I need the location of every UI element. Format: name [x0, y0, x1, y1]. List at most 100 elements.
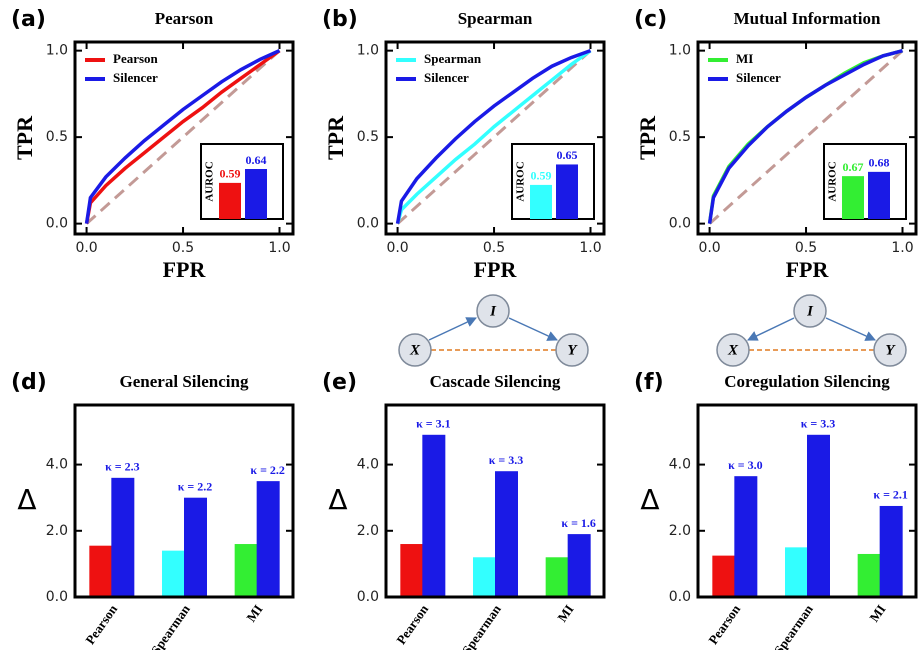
frame: [384, 40, 606, 236]
x-tick-label: 0.0: [698, 240, 720, 256]
legend-label: Silencer: [736, 70, 781, 85]
bar: [712, 555, 736, 597]
diagonal: [708, 49, 904, 225]
inset-value-label: 0.65: [557, 148, 578, 162]
annotation: κ = 2.3: [105, 460, 140, 474]
bar: [89, 545, 113, 597]
annotation: κ = 3.1: [416, 417, 451, 431]
node-label: X: [727, 342, 739, 358]
inset-value-label: 0.64: [246, 153, 267, 167]
node: [716, 333, 750, 367]
legend-label: MI: [736, 51, 753, 66]
diagonal: [85, 49, 281, 225]
inset-y-label: AUROC: [515, 161, 527, 201]
y-tick-label: 2.0: [669, 523, 691, 539]
y-tick-label: 1.0: [669, 43, 691, 59]
inset-y-label: AUROC: [827, 161, 839, 201]
x-tick-label: MI: [243, 602, 265, 625]
annotation: κ = 2.2: [250, 463, 285, 477]
y-tick-label: 4.0: [669, 457, 691, 473]
bar: [234, 544, 258, 597]
y-axis-label: TPR: [635, 115, 660, 160]
bar: [256, 481, 280, 597]
bar: [734, 476, 758, 597]
frame: [73, 403, 295, 599]
legend-label: Silencer: [113, 70, 158, 85]
x-tick-label: 1.0: [268, 240, 290, 256]
y-tick-label: 1.0: [357, 43, 379, 59]
x-tick-label: 0.0: [75, 240, 97, 256]
x-tick-label: 0.5: [172, 240, 194, 256]
x-tick-label: MI: [554, 602, 576, 625]
inset-value-label: 0.59: [220, 167, 241, 181]
panel-label: (a): [11, 7, 46, 32]
inset-box: [823, 143, 907, 220]
bar: [785, 547, 808, 597]
bar: [111, 477, 135, 597]
inset-bar: [219, 182, 241, 219]
frame: [696, 403, 918, 599]
bar: [162, 550, 185, 597]
inset-bar: [842, 176, 864, 219]
bar: [422, 434, 446, 597]
chart-title: Coregulation Silencing: [724, 372, 890, 391]
chart-title: Spearman: [458, 9, 533, 28]
bar: [857, 553, 881, 597]
node: [555, 333, 589, 367]
x-tick-label: Spearman: [771, 601, 816, 650]
panel-label: (f): [634, 370, 664, 395]
node: [793, 294, 827, 328]
inset-value-label: 0.67: [843, 160, 864, 174]
x-tick-label: Pearson: [393, 601, 431, 647]
annotation: κ = 2.2: [178, 479, 213, 493]
node: [476, 294, 510, 328]
roc-line: [395, 49, 592, 224]
y-tick-label: 2.0: [357, 523, 379, 539]
y-tick-label: 0.5: [357, 129, 379, 145]
roc-line: [84, 49, 281, 224]
bar: [567, 534, 591, 597]
inset-bar: [868, 171, 890, 219]
inset-bar: [245, 169, 267, 219]
x-tick-label: Pearson: [705, 601, 743, 647]
bar: [495, 471, 518, 597]
y-tick-label: 0.5: [669, 129, 691, 145]
y-tick-label: 4.0: [46, 457, 68, 473]
inset-box: [511, 143, 595, 220]
y-axis-label: TPR: [12, 115, 37, 160]
roc-line: [395, 49, 592, 225]
panel-label: (b): [322, 7, 358, 32]
frame: [696, 40, 918, 236]
legend-label: Spearman: [424, 51, 482, 66]
roc-line: [707, 48, 903, 224]
y-axis-label: Δ: [328, 483, 347, 516]
panel-label: (c): [634, 7, 667, 32]
arrow: [825, 317, 876, 341]
y-tick-label: 0.5: [46, 129, 68, 145]
node: [398, 333, 432, 367]
x-tick-label: 1.0: [579, 240, 601, 256]
arrow: [508, 317, 558, 341]
legend-label: Pearson: [113, 51, 159, 66]
y-tick-label: 0.0: [46, 589, 68, 605]
inset-box: [200, 143, 284, 220]
legend-label: Silencer: [424, 70, 469, 85]
y-axis-label: Δ: [640, 483, 659, 516]
y-axis-label: Δ: [17, 483, 36, 516]
y-axis-label: TPR: [323, 115, 348, 160]
annotation: κ = 3.3: [801, 417, 836, 431]
arrow: [428, 317, 477, 341]
diagram-cascade: X I Y: [398, 294, 589, 367]
node-label: X: [409, 342, 421, 358]
bar: [545, 557, 569, 597]
chart-title: Cascade Silencing: [430, 372, 561, 391]
panel-label: (d): [11, 370, 47, 395]
node-label: I: [489, 303, 497, 319]
y-tick-label: 0.0: [669, 216, 691, 232]
panel-label: (e): [322, 370, 357, 395]
annotation: κ = 1.6: [561, 516, 596, 530]
frame: [73, 40, 295, 236]
x-tick-label: 0.5: [795, 240, 817, 256]
node: [873, 333, 907, 367]
